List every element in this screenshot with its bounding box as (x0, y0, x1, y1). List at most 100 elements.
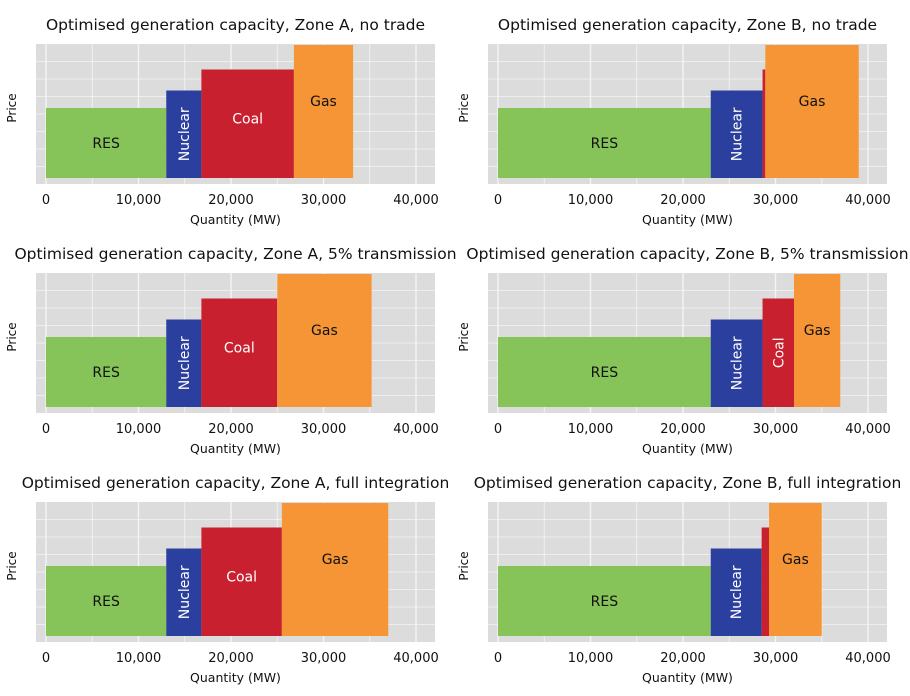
chart-title: Optimised generation capacity, Zone B, n… (498, 16, 877, 34)
x-tick-label: 20,000 (660, 422, 706, 437)
segment-label-nuclear: Nuclear (177, 336, 193, 390)
x-tick-label: 40,000 (845, 193, 891, 208)
segment-unlabeled (762, 69, 766, 178)
segment-nuclear (166, 319, 202, 407)
x-tick-label: 0 (494, 651, 502, 666)
segment-coal (201, 69, 294, 178)
x-tick-label: 40,000 (393, 422, 439, 437)
segment-label-res: RES (591, 136, 619, 152)
chart-title: Optimised generation capacity, Zone B, 5… (466, 245, 908, 263)
y-axis-label: Price (457, 93, 471, 122)
segment-label-gas: Gas (799, 94, 826, 110)
segment-gas (769, 503, 822, 636)
x-tick-label: 30,000 (301, 422, 347, 437)
segment-label-coal: Coal (771, 337, 787, 368)
x-tick-label: 40,000 (393, 193, 439, 208)
segment-res (498, 108, 711, 178)
segment-label-coal: Coal (226, 569, 257, 585)
segment-label-nuclear: Nuclear (177, 565, 193, 619)
x-tick-label: 0 (42, 422, 50, 437)
x-tick-label: 30,000 (301, 651, 347, 666)
segment-coal (762, 298, 794, 407)
segment-label-res: RES (591, 594, 619, 610)
segment-label-gas: Gas (322, 552, 349, 568)
x-tick-label: 10,000 (116, 193, 162, 208)
segment-unlabeled (761, 527, 770, 636)
segment-label-coal: Coal (224, 340, 255, 356)
x-tick-label: 0 (42, 651, 50, 666)
segment-nuclear (710, 548, 762, 636)
chart-panel-6: RES Nuclear Gas Optimised generation capaci… (457, 474, 901, 685)
x-tick-label: 20,000 (208, 422, 254, 437)
x-axis-label: Quantity (MW) (190, 670, 281, 685)
y-axis-label: Price (5, 322, 19, 351)
chart-title: Optimised generation capacity, Zone B, f… (474, 474, 902, 492)
x-tick-label: 30,000 (301, 193, 347, 208)
y-axis-label: Price (5, 93, 19, 122)
x-axis-label: Quantity (MW) (642, 441, 733, 456)
x-axis-label: Quantity (MW) (190, 441, 281, 456)
chart-panel-1: RES Nuclear Coal Gas Optimised generation ca… (5, 16, 439, 227)
segment-label-res: RES (92, 594, 120, 610)
segment-gas (281, 503, 389, 636)
chart-title: Optimised generation capacity, Zone A, 5… (14, 245, 456, 263)
x-tick-label: 30,000 (753, 651, 799, 666)
x-tick-label: 30,000 (753, 193, 799, 208)
segment-label-res: RES (92, 365, 120, 381)
x-axis-label: Quantity (MW) (190, 212, 281, 227)
segment-res (498, 566, 711, 636)
segment-nuclear (166, 548, 202, 636)
segment-label-gas: Gas (310, 94, 337, 110)
segment-gas (765, 45, 859, 178)
x-tick-label: 20,000 (660, 651, 706, 666)
segment-label-nuclear: Nuclear (177, 107, 193, 161)
segment-label-nuclear: Nuclear (730, 336, 746, 390)
x-tick-label: 10,000 (568, 422, 614, 437)
y-axis-label: Price (5, 551, 19, 580)
segment-res (46, 108, 167, 178)
x-tick-label: 20,000 (660, 193, 706, 208)
segment-label-gas: Gas (804, 323, 831, 339)
x-axis-label: Quantity (MW) (642, 670, 733, 685)
segment-coal (201, 527, 282, 636)
segment-label-coal: Coal (232, 111, 263, 127)
x-tick-label: 0 (494, 422, 502, 437)
x-tick-label: 20,000 (208, 651, 254, 666)
segment-coal (201, 298, 278, 407)
x-tick-label: 40,000 (845, 422, 891, 437)
segment-gas (277, 274, 372, 407)
x-tick-label: 0 (42, 193, 50, 208)
chart-panel-3: RES Nuclear Coal Gas Optimised generation ca… (5, 245, 457, 456)
x-tick-label: 40,000 (845, 651, 891, 666)
segment-label-res: RES (92, 136, 120, 152)
x-tick-label: 10,000 (116, 651, 162, 666)
x-tick-label: 40,000 (393, 651, 439, 666)
x-tick-label: 20,000 (208, 193, 254, 208)
x-axis-label: Quantity (MW) (642, 212, 733, 227)
chart-panel-4: RES Nuclear Coal Gas Optimised generation ca… (457, 245, 909, 456)
segment-nuclear (166, 90, 202, 178)
segment-nuclear (710, 319, 763, 407)
x-tick-label: 10,000 (568, 651, 614, 666)
chart-panel-5: RES Nuclear Coal Gas Optimised generation ca… (5, 474, 449, 685)
y-axis-label: Price (457, 551, 471, 580)
segment-label-nuclear: Nuclear (729, 565, 745, 619)
segment-res (498, 337, 711, 407)
x-tick-label: 10,000 (116, 422, 162, 437)
segment-label-nuclear: Nuclear (730, 107, 746, 161)
y-axis-label: Price (457, 322, 471, 351)
x-tick-label: 10,000 (568, 193, 614, 208)
segment-label-res: RES (591, 365, 619, 381)
chart-title: Optimised generation capacity, Zone A, n… (46, 16, 425, 34)
x-tick-label: 30,000 (753, 422, 799, 437)
segment-nuclear (710, 90, 763, 178)
segment-res (46, 566, 167, 636)
segment-gas (794, 274, 841, 407)
segment-res (46, 337, 167, 407)
chart-title: Optimised generation capacity, Zone A, f… (22, 474, 450, 492)
segment-label-gas: Gas (782, 552, 809, 568)
segment-label-gas: Gas (311, 323, 338, 339)
chart-panel-2: RES Nuclear Gas Optimised generation capaci… (457, 16, 891, 227)
